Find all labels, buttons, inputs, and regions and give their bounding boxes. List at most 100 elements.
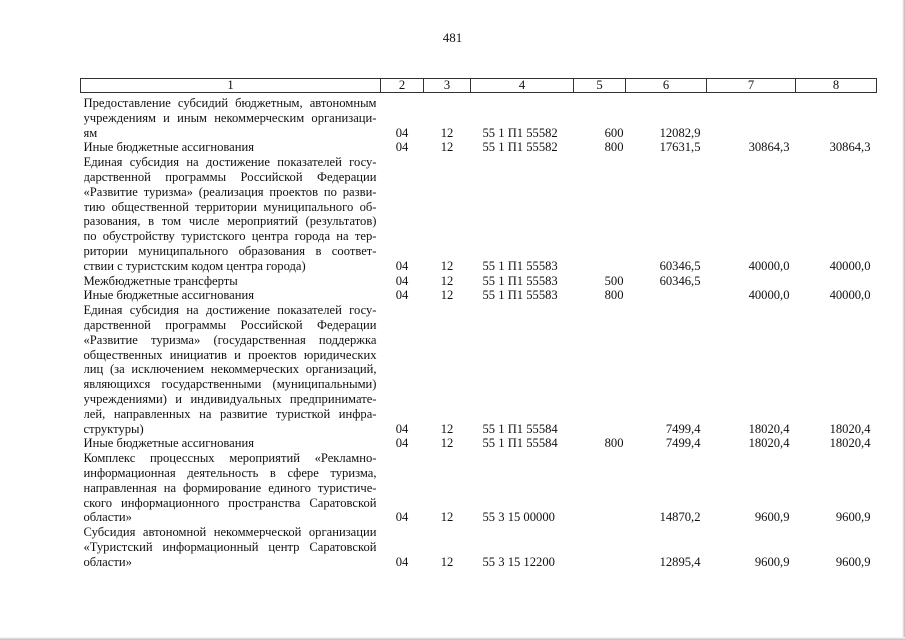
- section-code: 04: [395, 421, 409, 436]
- section-code: 04: [395, 258, 409, 273]
- subsection-code: 12: [440, 258, 454, 273]
- table-row: Единая субсидия на достижение показателе…: [81, 155, 877, 273]
- header-col-1: 1: [80, 78, 381, 93]
- target-article-code: 55 1 П1 55583: [482, 273, 558, 288]
- table-row: Иные бюджетные ассигнования 04 12 55 1 П1 5…: [81, 288, 877, 303]
- row-description: Единая субсидия на достижение показателе…: [81, 155, 381, 273]
- target-article-code: 55 1 П1 55583: [482, 288, 558, 303]
- amount-col-8: 18020,4: [829, 436, 871, 451]
- amount-col-7: 9600,9: [754, 510, 790, 525]
- amount-col-6: 12082,9: [659, 125, 701, 140]
- description-line: Комплекс процессных мероприятий «Рекламн…: [83, 451, 377, 466]
- description-line: «Развитие туризма» (реализация проектов …: [83, 184, 377, 199]
- row-description: Комплекс процессных мероприятий «Рекламн…: [81, 451, 381, 525]
- target-article-code: 55 1 П1 55584: [482, 436, 558, 451]
- description-line: ям: [83, 125, 98, 140]
- amount-col-8: 40000,0: [829, 288, 871, 303]
- amount-col-6: 60346,5: [659, 273, 701, 288]
- table-row: Иные бюджетные ассигнования 04 12 55 1 П1 5…: [81, 140, 877, 155]
- table-row: Комплекс процессных мероприятий «Рекламн…: [81, 451, 877, 525]
- row-description: Субсидия автономной некоммерческой орган…: [81, 525, 381, 569]
- expense-type-code: 500: [604, 273, 624, 288]
- section-code: 04: [395, 554, 409, 569]
- expense-type-code: [574, 303, 626, 436]
- description-line: ствии с туристским кодом центра города): [83, 258, 306, 273]
- description-line: области»: [83, 554, 132, 569]
- description-line: Единая субсидия на достижение показателе…: [83, 155, 377, 170]
- description-line: тию общественной территории муниципально…: [83, 199, 377, 214]
- page-number: 481: [442, 30, 463, 45]
- description-line: Иные бюджетные ассигнования: [83, 288, 255, 303]
- amount-col-6: 14870,2: [659, 510, 701, 525]
- table-body: Предоставление субсидий бюджетным, автон…: [81, 93, 877, 570]
- row-description: Иные бюджетные ассигнования: [81, 288, 381, 303]
- description-line: лей, направленных на развитие туристкой …: [83, 406, 377, 421]
- section-code: 04: [395, 140, 409, 155]
- section-code: 04: [395, 436, 409, 451]
- page-edge-shadow: [0, 637, 905, 640]
- row-description: Иные бюджетные ассигнования: [81, 140, 381, 155]
- description-line: области»: [83, 510, 132, 525]
- header-col-7: 7: [706, 78, 796, 93]
- section-code: 04: [395, 273, 409, 288]
- header-col-4: 4: [470, 78, 574, 93]
- amount-col-7: 40000,0: [748, 288, 790, 303]
- budget-table: 1 2 3 4 5 6 7 8 Предоставление субсидий …: [80, 78, 877, 570]
- target-article-code: 55 1 П1 55584: [482, 421, 558, 436]
- header-col-3: 3: [423, 78, 471, 93]
- amount-col-8: 9600,9: [835, 554, 871, 569]
- description-line: структуры): [83, 421, 144, 436]
- description-line: «Туристский информационный центр Саратов…: [83, 539, 377, 554]
- target-article-code: 55 3 15 12200: [482, 554, 555, 569]
- header-col-8: 8: [795, 78, 877, 93]
- amount-col-6: 7499,4: [665, 421, 701, 436]
- table-row: Субсидия автономной некоммерческой орган…: [81, 525, 877, 569]
- amount-col-6: 60346,5: [659, 258, 701, 273]
- expense-type-code: 800: [604, 288, 624, 303]
- amount-col-8: [796, 93, 877, 141]
- expense-type-code: [574, 451, 626, 525]
- description-line: Единая субсидия на достижение показателе…: [83, 303, 377, 318]
- subsection-code: 12: [440, 510, 454, 525]
- subsection-code: 12: [440, 554, 454, 569]
- description-line: Иные бюджетные ассигнования: [83, 436, 255, 451]
- description-line: Субсидия автономной некоммерческой орган…: [83, 525, 377, 540]
- amount-col-8: 30864,3: [829, 140, 871, 155]
- expense-type-code: 600: [604, 125, 624, 140]
- description-line: общественных инициатив и проектов юридич…: [83, 347, 377, 362]
- description-line: учреждениям и иным некоммерческим органи…: [83, 110, 377, 125]
- amount-col-8: [796, 274, 877, 289]
- amount-col-6: 17631,5: [659, 140, 701, 155]
- description-line: Межбюджетные трансферты: [83, 273, 238, 288]
- section-code: 04: [395, 288, 409, 303]
- amount-col-7: 18020,4: [748, 421, 790, 436]
- expense-type-code: 800: [604, 140, 624, 155]
- amount-col-6: 7499,4: [665, 436, 701, 451]
- description-line: ского информационного пространства Сарат…: [83, 495, 377, 510]
- amount-col-6: [626, 288, 707, 303]
- amount-col-8: 9600,9: [835, 510, 871, 525]
- description-line: учреждениями) и индивидуальных предприни…: [83, 391, 377, 406]
- header-col-5: 5: [573, 78, 626, 93]
- description-line: дарственной программы Российской Федерац…: [83, 169, 377, 184]
- amount-col-7: [707, 93, 796, 141]
- subsection-code: 12: [440, 288, 454, 303]
- description-line: Предоставление субсидий бюджетным, автон…: [83, 96, 377, 110]
- row-description: Единая субсидия на достижение показателе…: [81, 303, 381, 436]
- amount-col-6: 12895,4: [659, 554, 701, 569]
- row-description: Межбюджетные трансферты: [81, 274, 381, 289]
- description-line: лиц (за исключением некоммерческих орган…: [83, 362, 377, 377]
- description-line: разования, в том числе мероприятий (резу…: [83, 214, 377, 229]
- target-article-code: 55 1 П1 55582: [482, 140, 558, 155]
- description-line: по обустройству туристского центра город…: [83, 229, 377, 244]
- amount-col-8: 40000,0: [829, 258, 871, 273]
- subsection-code: 12: [440, 273, 454, 288]
- row-description: Иные бюджетные ассигнования: [81, 436, 381, 451]
- description-line: Иные бюджетные ассигнования: [83, 140, 255, 155]
- description-line: информационная деятельность в сфере тури…: [83, 465, 377, 480]
- expense-type-code: 800: [604, 436, 624, 451]
- header-col-6: 6: [625, 78, 707, 93]
- table-row: Иные бюджетные ассигнования 04 12 55 1 П1 5…: [81, 436, 877, 451]
- subsection-code: 12: [440, 125, 454, 140]
- subsection-code: 12: [440, 140, 454, 155]
